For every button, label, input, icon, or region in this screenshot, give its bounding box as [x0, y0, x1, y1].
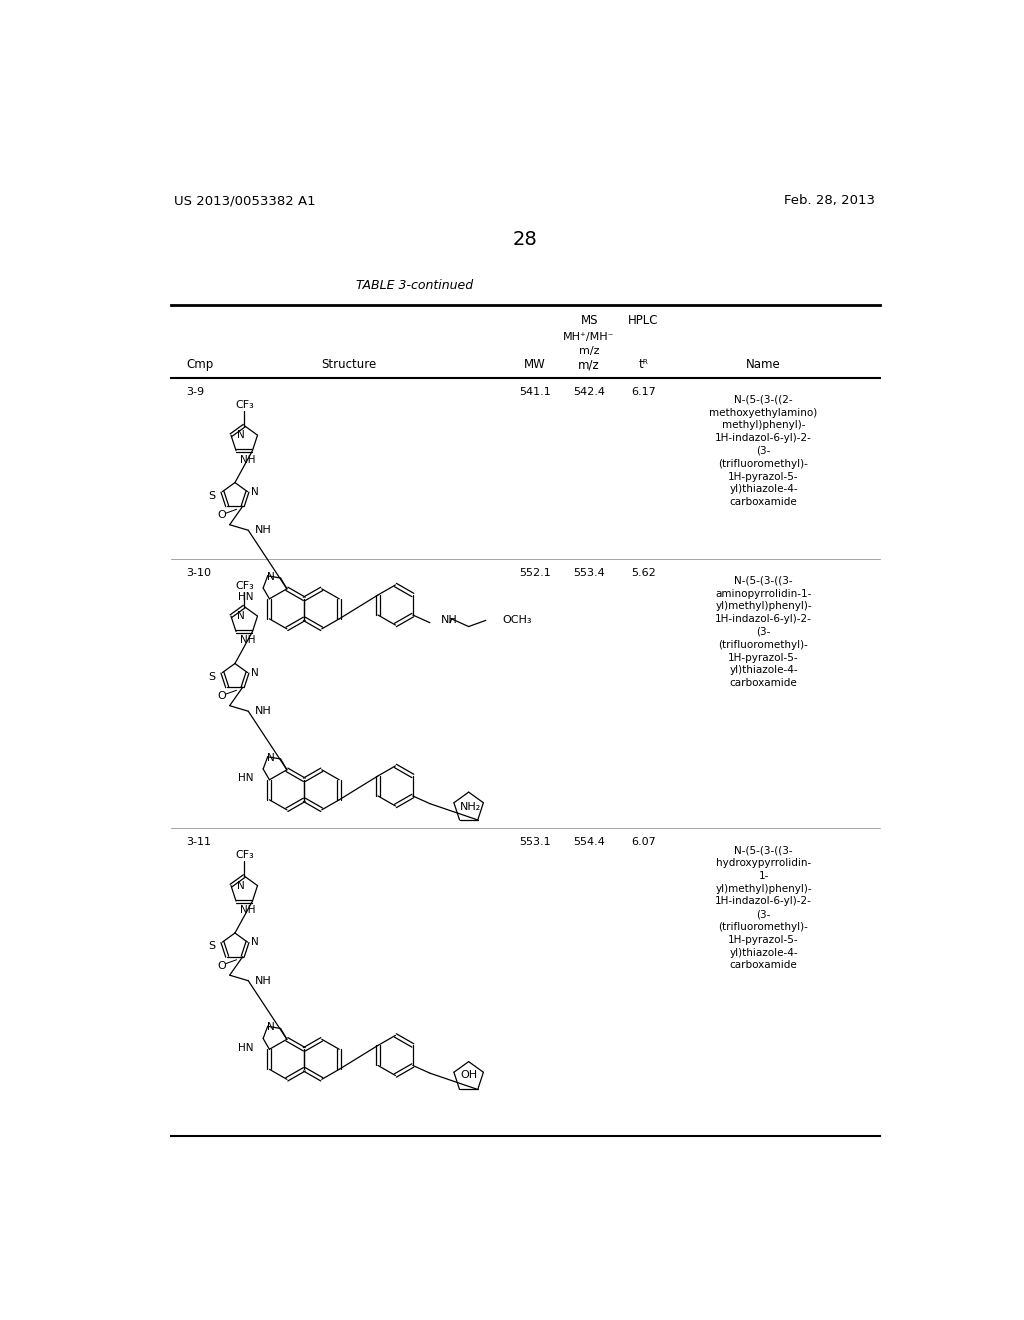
- Text: O: O: [217, 961, 226, 972]
- Text: TABLE 3-continued: TABLE 3-continued: [356, 279, 473, 292]
- Text: NH: NH: [255, 975, 271, 986]
- Text: N-(5-(3-((2-
methoxyethylamino)
methyl)phenyl)-
1H-indazol-6-yl)-2-
(3-
(trifluo: N-(5-(3-((2- methoxyethylamino) methyl)p…: [710, 395, 817, 507]
- Text: 553.1: 553.1: [519, 837, 551, 847]
- Text: Name: Name: [746, 358, 781, 371]
- Text: 28: 28: [512, 230, 538, 248]
- Text: MS: MS: [581, 314, 598, 326]
- Text: 6.07: 6.07: [631, 837, 655, 847]
- Text: HN: HN: [239, 1043, 254, 1053]
- Text: O: O: [217, 511, 226, 520]
- Text: MH⁺/MH⁻: MH⁺/MH⁻: [563, 333, 614, 342]
- Text: N: N: [251, 937, 259, 946]
- Text: CF₃: CF₃: [234, 581, 254, 591]
- Text: NH: NH: [240, 906, 255, 915]
- Text: N: N: [238, 430, 245, 440]
- Text: HN: HN: [239, 593, 254, 602]
- Text: 5.62: 5.62: [631, 568, 655, 578]
- Text: 552.1: 552.1: [519, 568, 551, 578]
- Text: N: N: [238, 611, 245, 622]
- Text: NH: NH: [440, 615, 458, 626]
- Text: N: N: [251, 487, 259, 496]
- Text: 3-11: 3-11: [186, 837, 211, 847]
- Text: NH: NH: [255, 525, 271, 536]
- Text: 542.4: 542.4: [573, 387, 605, 397]
- Text: Structure: Structure: [322, 358, 377, 371]
- Text: Cmp: Cmp: [186, 358, 213, 371]
- Text: 554.4: 554.4: [573, 837, 605, 847]
- Text: m/z: m/z: [579, 346, 599, 356]
- Text: N: N: [266, 1023, 274, 1032]
- Text: OCH₃: OCH₃: [503, 615, 532, 626]
- Text: 553.4: 553.4: [573, 568, 605, 578]
- Text: N-(5-(3-((3-
aminopyrrolidin-1-
yl)methyl)phenyl)-
1H-indazol-6-yl)-2-
(3-
(trif: N-(5-(3-((3- aminopyrrolidin-1- yl)methy…: [715, 576, 812, 688]
- Text: N: N: [266, 572, 274, 582]
- Text: Feb. 28, 2013: Feb. 28, 2013: [784, 194, 876, 207]
- Text: tᴿ: tᴿ: [638, 358, 648, 371]
- Text: MW: MW: [524, 358, 546, 371]
- Text: S: S: [209, 491, 216, 500]
- Text: N: N: [251, 668, 259, 677]
- Text: CF₃: CF₃: [234, 400, 254, 409]
- Text: NH: NH: [255, 706, 271, 717]
- Text: NH: NH: [240, 635, 255, 645]
- Text: 541.1: 541.1: [519, 387, 551, 397]
- Text: NH₂: NH₂: [460, 801, 481, 812]
- Text: S: S: [209, 672, 216, 681]
- Text: N: N: [238, 880, 245, 891]
- Text: OH: OH: [460, 1069, 477, 1080]
- Text: HN: HN: [239, 774, 254, 783]
- Text: US 2013/0053382 A1: US 2013/0053382 A1: [174, 194, 316, 207]
- Text: NH: NH: [240, 454, 255, 465]
- Text: N: N: [266, 752, 274, 763]
- Text: m/z: m/z: [579, 358, 600, 371]
- Text: S: S: [209, 941, 216, 952]
- Text: 6.17: 6.17: [631, 387, 655, 397]
- Text: O: O: [217, 692, 226, 701]
- Text: HPLC: HPLC: [628, 314, 658, 326]
- Text: 3-9: 3-9: [186, 387, 204, 397]
- Text: CF₃: CF₃: [234, 850, 254, 861]
- Text: N-(5-(3-((3-
hydroxypyrrolidin-
1-
yl)methyl)phenyl)-
1H-indazol-6-yl)-2-
(3-
(t: N-(5-(3-((3- hydroxypyrrolidin- 1- yl)me…: [715, 845, 812, 970]
- Text: 3-10: 3-10: [186, 568, 211, 578]
